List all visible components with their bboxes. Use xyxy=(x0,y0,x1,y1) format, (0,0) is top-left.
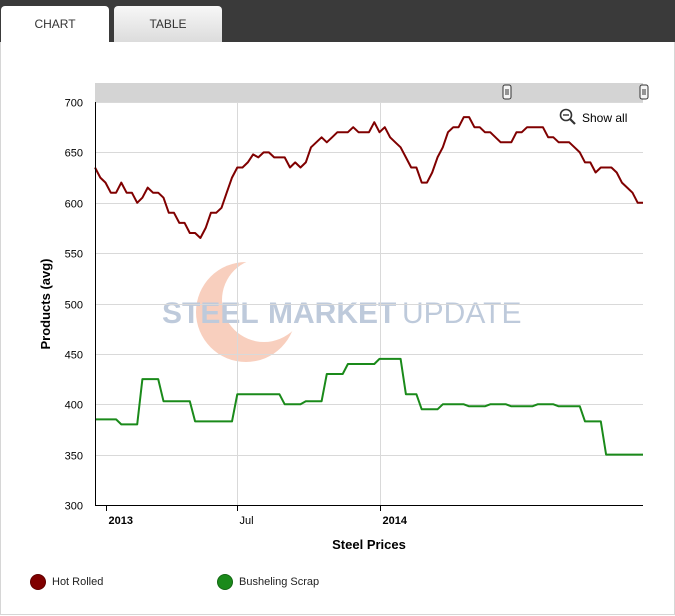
y-tick-label: 350 xyxy=(65,451,83,463)
y-tick-label: 700 xyxy=(65,98,83,110)
navigator-handle-right[interactable] xyxy=(639,84,649,100)
y-tick-label: 450 xyxy=(65,350,83,362)
x-tick-label: Jul xyxy=(240,515,254,527)
navigator-bar[interactable] xyxy=(95,83,643,102)
show-all-button[interactable]: Show all xyxy=(559,108,628,126)
watermark-word-update: UPDATE xyxy=(402,297,521,330)
x-tick-label: 2013 xyxy=(109,515,133,527)
y-tick-label: 650 xyxy=(65,148,83,160)
y-tick-label: 500 xyxy=(65,300,83,312)
watermark-word-steel: STEEL xyxy=(162,297,259,330)
legend-label-hot-rolled: Hot Rolled xyxy=(52,576,104,588)
legend-item-hot-rolled[interactable]: Hot Rolled xyxy=(30,572,103,592)
tab-table[interactable]: TABLE xyxy=(114,6,222,42)
navigator-handle-left[interactable] xyxy=(502,84,512,100)
y-tick-label: 300 xyxy=(65,501,83,513)
series-line-hot-rolled xyxy=(94,116,643,239)
y-tick-label: 600 xyxy=(65,199,83,211)
tab-chart[interactable]: CHART xyxy=(1,6,109,42)
legend-item-busheling-scrap[interactable]: Busheling Scrap xyxy=(217,572,319,592)
legend-marker-hot-rolled xyxy=(30,574,46,590)
watermark-word-market: MARKET xyxy=(268,297,396,330)
legend-marker-busheling-scrap xyxy=(217,574,233,590)
x-tick-label: 2014 xyxy=(383,515,408,527)
x-axis-title: Steel Prices xyxy=(332,537,406,552)
y-tick-label: 400 xyxy=(65,400,83,412)
watermark-swoosh-cut xyxy=(222,258,306,342)
watermark: STEEL MARKET UPDATE xyxy=(162,258,521,362)
tab-bar xyxy=(0,0,675,42)
zoom-out-icon xyxy=(559,108,573,122)
y-tick-label: 550 xyxy=(65,249,83,261)
series-line-busheling-scrap xyxy=(95,357,643,456)
legend-label-busheling-scrap: Busheling Scrap xyxy=(239,576,320,588)
y-axis-title: Products (avg) xyxy=(38,258,53,349)
chart-panel xyxy=(0,42,675,615)
show-all-label: Show all xyxy=(582,111,627,125)
